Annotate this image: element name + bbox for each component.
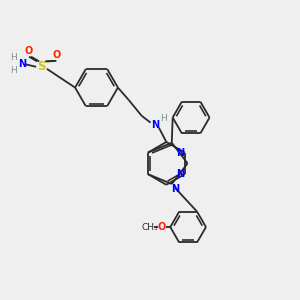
- Text: CH₃: CH₃: [141, 223, 158, 232]
- Text: N: N: [171, 184, 179, 194]
- Text: H: H: [160, 114, 167, 123]
- Text: H: H: [11, 53, 17, 62]
- Text: N: N: [176, 169, 184, 179]
- Text: H: H: [11, 66, 17, 75]
- Text: O: O: [53, 50, 61, 61]
- Text: N: N: [176, 148, 184, 158]
- Text: O: O: [158, 222, 166, 232]
- Text: S: S: [37, 60, 46, 73]
- Text: O: O: [24, 46, 32, 56]
- Text: N: N: [151, 120, 159, 130]
- Text: N: N: [18, 59, 26, 69]
